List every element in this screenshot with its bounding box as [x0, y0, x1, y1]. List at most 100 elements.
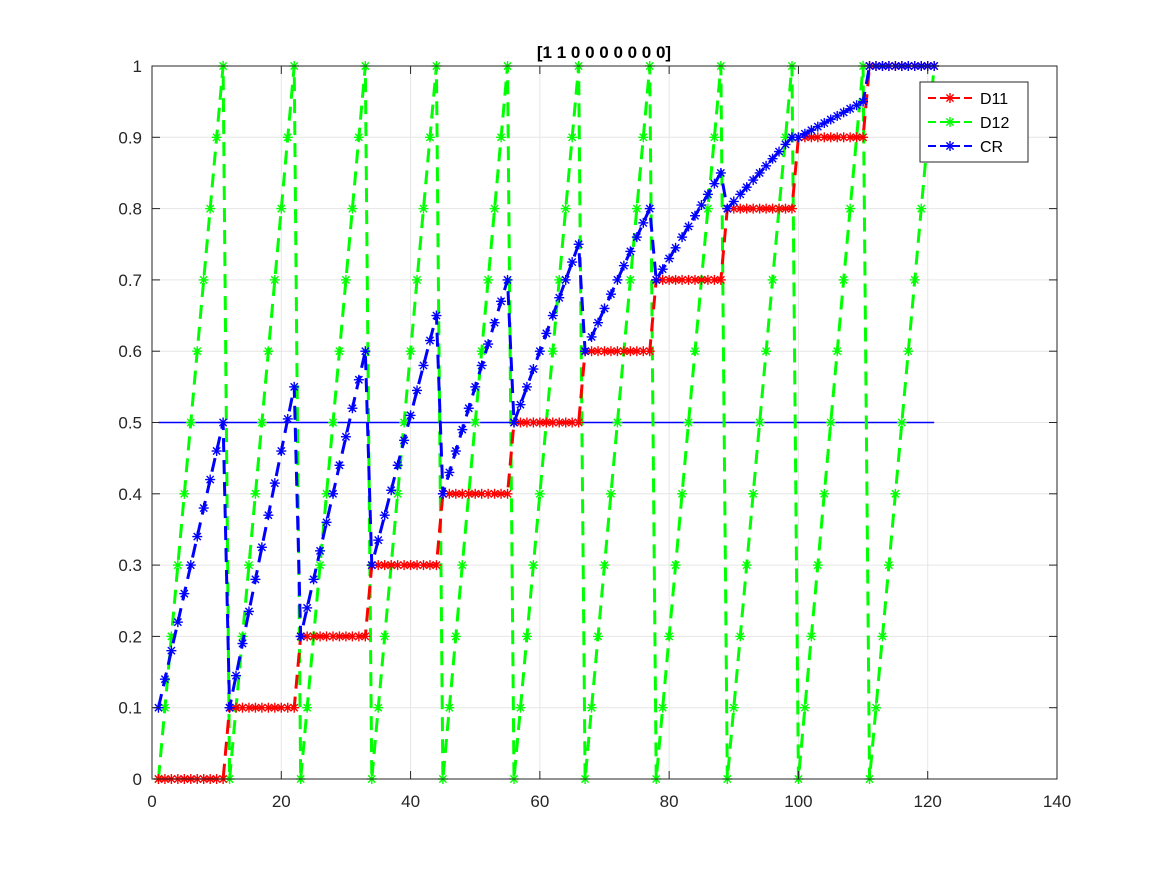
- data-point-cr: [528, 364, 539, 375]
- data-point-d12: [735, 631, 746, 642]
- data-point-d12: [192, 346, 203, 357]
- data-point-cr: [179, 588, 190, 599]
- chart-title: [1 1 0 0 0 0 0 0 0]: [537, 43, 671, 62]
- data-point-cr: [858, 96, 869, 107]
- data-point-d11: [256, 702, 267, 713]
- data-point-cr: [638, 217, 649, 228]
- data-point-d12: [534, 488, 545, 499]
- data-point-d12: [819, 488, 830, 499]
- data-point-cr: [715, 167, 726, 178]
- data-point-cr: [418, 360, 429, 371]
- ticks: 0 20 40 60 80 100 120 140 0 0.1 0.2 0.3 0.4 0.5 0.6 0.7…: [118, 57, 1071, 811]
- data-point-d12: [521, 631, 532, 642]
- data-point-d12: [205, 203, 216, 214]
- data-point-d12: [909, 274, 920, 285]
- data-point-d12: [483, 274, 494, 285]
- x-tick-label: 0: [147, 792, 156, 811]
- x-tick-label: 60: [530, 792, 549, 811]
- data-point-cr: [741, 182, 752, 193]
- data-point-d11: [554, 417, 565, 428]
- data-point-d11: [289, 702, 300, 713]
- data-point-cr: [534, 346, 545, 357]
- legend-box: [919, 81, 1029, 163]
- data-point-d11: [450, 488, 461, 499]
- data-point-d11: [838, 132, 849, 143]
- data-point-d12: [586, 702, 597, 713]
- data-point-d12: [883, 560, 894, 571]
- data-point-d12: [424, 132, 435, 143]
- data-point-d12: [392, 488, 403, 499]
- data-point-d12: [328, 417, 338, 428]
- data-point-cr: [677, 232, 688, 243]
- data-point-cr: [437, 488, 448, 499]
- data-point-cr: [509, 417, 519, 428]
- y-tick-label: 0.9: [118, 128, 142, 147]
- data-point-cr: [670, 242, 681, 253]
- data-point-d12: [243, 560, 254, 571]
- data-point-d11: [735, 203, 746, 214]
- data-point-cr: [748, 175, 759, 186]
- data-point-d11: [786, 203, 797, 214]
- legend: D11 D12 CR: [919, 81, 1029, 163]
- data-point-cr: [399, 435, 410, 446]
- data-point-cr: [683, 221, 694, 232]
- data-point-cr: [282, 413, 293, 424]
- data-point-cr: [489, 317, 500, 328]
- data-point-cr: [599, 303, 610, 314]
- data-point-d12: [896, 417, 907, 428]
- data-point-d12: [728, 702, 739, 713]
- data-point-d12: [340, 274, 351, 285]
- legend-item-d11: D11: [928, 91, 1008, 108]
- data-point-cr: [651, 274, 662, 285]
- data-point-cr: [825, 114, 836, 125]
- data-point-d12: [761, 346, 772, 357]
- data-point-cr: [761, 160, 772, 171]
- data-point-cr: [541, 328, 552, 339]
- data-point-cr: [360, 346, 371, 357]
- data-point-d11: [715, 274, 726, 285]
- y-tick-label: 0.4: [118, 485, 142, 504]
- data-point-cr: [580, 346, 591, 357]
- data-point-d11: [386, 560, 397, 571]
- data-point-cr: [838, 107, 849, 118]
- data-point-cr: [166, 645, 177, 656]
- data-point-cr: [159, 674, 170, 685]
- data-point-cr: [334, 460, 345, 471]
- data-point-cr: [709, 178, 720, 189]
- data-point-cr: [754, 167, 765, 178]
- data-point-d12: [683, 417, 694, 428]
- data-point-d12: [470, 417, 481, 428]
- data-point-d12: [799, 702, 810, 713]
- data-point-d12: [373, 702, 384, 713]
- x-tick-label: 40: [401, 792, 420, 811]
- data-point-cr: [780, 139, 791, 150]
- data-point-cr: [690, 210, 700, 221]
- data-point-d12: [877, 631, 888, 642]
- data-point-cr: [192, 531, 203, 542]
- data-point-d11: [489, 488, 500, 499]
- data-point-cr: [767, 153, 778, 164]
- legend-item-cr: CR: [928, 139, 1003, 156]
- data-point-d12: [185, 417, 196, 428]
- data-point-d12: [302, 702, 313, 713]
- data-point-d12: [605, 488, 616, 499]
- data-point-cr: [625, 246, 636, 257]
- data-point-d12: [256, 417, 267, 428]
- data-point-cr: [644, 203, 655, 214]
- data-point-d12: [250, 488, 261, 499]
- data-point-d12: [405, 346, 416, 357]
- data-point-cr: [774, 146, 785, 157]
- data-point-d12: [198, 274, 209, 285]
- data-point-d11: [845, 132, 856, 143]
- data-point-d11: [431, 560, 442, 571]
- data-point-cr: [211, 446, 222, 457]
- data-point-d12: [638, 132, 649, 143]
- data-point-d12: [741, 560, 752, 571]
- data-point-cr: [340, 431, 351, 442]
- data-point-cr: [321, 517, 332, 528]
- data-point-d12: [282, 132, 293, 143]
- data-point-cr: [812, 121, 823, 132]
- data-point-cr: [593, 317, 604, 328]
- data-point-d12: [418, 203, 429, 214]
